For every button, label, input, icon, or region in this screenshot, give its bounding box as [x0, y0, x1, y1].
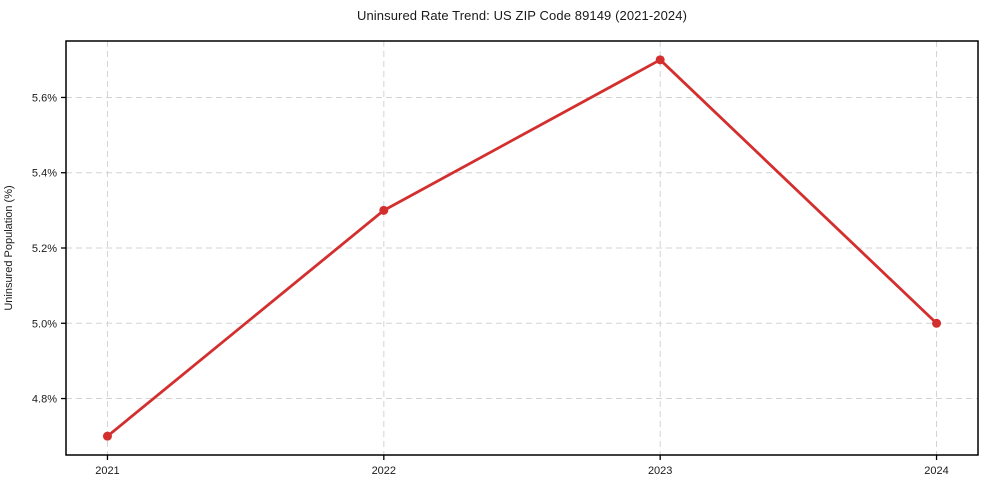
y-tick-label: 4.8% — [32, 394, 57, 406]
y-tick-label: 5.2% — [32, 243, 57, 255]
x-tick-label: 2023 — [648, 465, 672, 477]
x-tick-label: 2021 — [95, 465, 119, 477]
data-point — [655, 55, 665, 65]
y-tick-label: 5.4% — [32, 168, 57, 180]
y-tick-label: 5.6% — [32, 92, 57, 104]
x-tick-label: 2024 — [924, 465, 948, 477]
x-tick-label: 2022 — [372, 465, 396, 477]
data-point — [932, 318, 942, 328]
chart-title: Uninsured Rate Trend: US ZIP Code 89149 … — [356, 8, 688, 23]
trend-line — [106, 58, 938, 438]
data-point — [379, 205, 389, 215]
y-tick-label: 5.0% — [32, 318, 57, 330]
data-point — [102, 431, 112, 441]
